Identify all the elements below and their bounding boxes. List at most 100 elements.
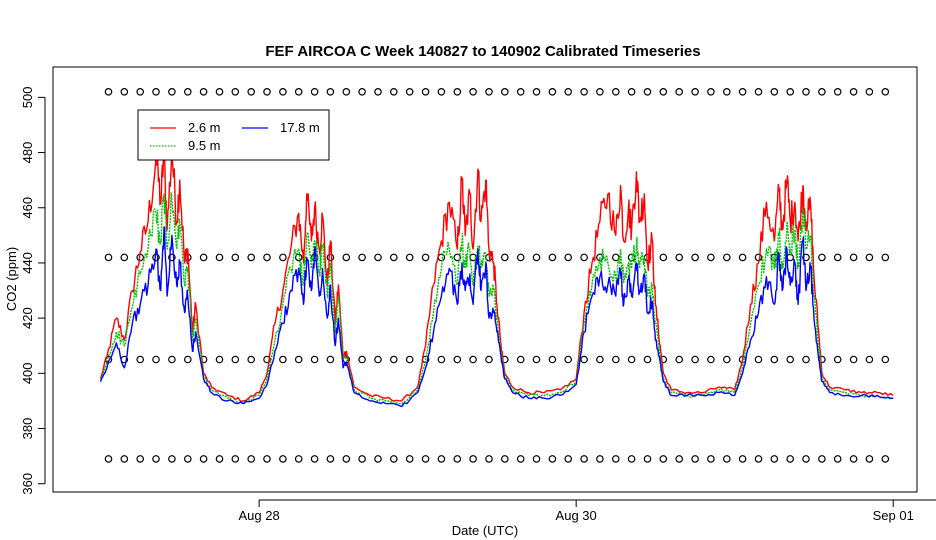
reference-marker — [215, 355, 224, 364]
reference-marker — [405, 355, 414, 364]
reference-marker — [516, 355, 525, 364]
series-line-2-6-m — [99, 149, 894, 403]
reference-marker — [532, 88, 541, 96]
y-tick-label: 360 — [20, 473, 35, 495]
reference-marker — [564, 88, 573, 96]
y-tick-label: 460 — [20, 197, 35, 219]
reference-marker — [802, 88, 810, 96]
reference-marker — [389, 455, 398, 463]
reference-marker — [263, 355, 271, 364]
reference-marker — [849, 88, 858, 96]
reference-marker — [691, 88, 699, 96]
reference-marker — [453, 455, 462, 463]
reference-marker — [738, 253, 747, 262]
reference-marker — [865, 355, 874, 364]
legend-label-1: 2.6 m — [188, 120, 221, 135]
reference-marker — [627, 88, 636, 96]
reference-marker — [358, 253, 366, 262]
reference-marker — [152, 355, 160, 364]
reference-marker — [215, 455, 224, 463]
reference-marker — [389, 355, 398, 364]
reference-marker — [865, 88, 874, 96]
reference-marker — [802, 253, 810, 262]
reference-marker — [754, 253, 763, 262]
y-axis-label: CO2 (ppm) — [4, 247, 19, 311]
reference-marker — [405, 253, 414, 262]
reference-marker — [802, 455, 810, 463]
reference-marker — [786, 455, 795, 463]
series-lines — [99, 149, 894, 408]
reference-marker — [279, 88, 287, 96]
reference-marker — [532, 455, 541, 463]
reference-marker — [643, 88, 652, 96]
reference-marker — [231, 455, 240, 463]
reference-marker — [263, 88, 271, 96]
reference-marker — [247, 88, 256, 96]
reference-marker — [152, 88, 160, 96]
series-line-17-8-m — [99, 226, 894, 408]
reference-marker — [707, 455, 715, 463]
reference-marker — [247, 253, 256, 262]
reference-marker — [342, 253, 351, 262]
reference-marker — [627, 355, 636, 364]
reference-marker — [738, 88, 747, 96]
reference-marker — [358, 355, 366, 364]
reference-marker — [453, 88, 462, 96]
reference-marker — [374, 88, 382, 96]
y-tick-label: 480 — [20, 142, 35, 164]
reference-marker — [516, 88, 525, 96]
reference-marker — [564, 455, 573, 463]
reference-marker — [199, 88, 208, 96]
reference-marker — [580, 355, 588, 364]
reference-marker — [405, 455, 414, 463]
reference-marker — [374, 355, 382, 364]
reference-marker — [865, 455, 874, 463]
reference-marker — [691, 355, 699, 364]
reference-marker — [532, 355, 541, 364]
reference-marker — [342, 455, 351, 463]
reference-marker — [802, 355, 810, 364]
reference-marker — [516, 253, 525, 262]
reference-marker — [881, 253, 890, 262]
y-tick-label: 500 — [20, 87, 35, 109]
reference-marker — [152, 455, 160, 463]
reference-marker — [833, 455, 842, 463]
reference-marker — [596, 355, 604, 364]
reference-marker — [120, 88, 129, 96]
reference-marker — [168, 355, 176, 364]
reference-marker — [643, 455, 652, 463]
reference-marker — [659, 455, 668, 463]
reference-marker — [722, 88, 731, 96]
reference-marker — [374, 455, 382, 463]
reference-marker — [326, 355, 335, 364]
reference-marker — [310, 355, 319, 364]
reference-marker — [168, 88, 176, 96]
reference-marker — [263, 253, 271, 262]
reference-marker — [881, 355, 890, 364]
reference-marker — [691, 253, 699, 262]
reference-marker — [833, 253, 842, 262]
reference-marker — [818, 455, 826, 463]
y-tick-label: 400 — [20, 362, 35, 384]
reference-marker — [326, 253, 335, 262]
reference-marker — [722, 253, 731, 262]
reference-marker — [675, 455, 684, 463]
reference-marker — [437, 355, 446, 364]
reference-marker — [500, 455, 509, 463]
reference-marker — [199, 253, 208, 262]
reference-marker — [310, 88, 319, 96]
reference-marker — [294, 88, 303, 96]
reference-marker — [707, 355, 715, 364]
reference-marker — [326, 88, 335, 96]
reference-marker — [881, 88, 890, 96]
reference-marker — [485, 88, 493, 96]
reference-marker — [342, 88, 351, 96]
reference-marker — [389, 88, 398, 96]
reference-marker — [231, 253, 240, 262]
reference-marker — [833, 88, 842, 96]
reference-marker — [437, 253, 446, 262]
reference-marker — [770, 355, 779, 364]
reference-marker — [754, 455, 763, 463]
